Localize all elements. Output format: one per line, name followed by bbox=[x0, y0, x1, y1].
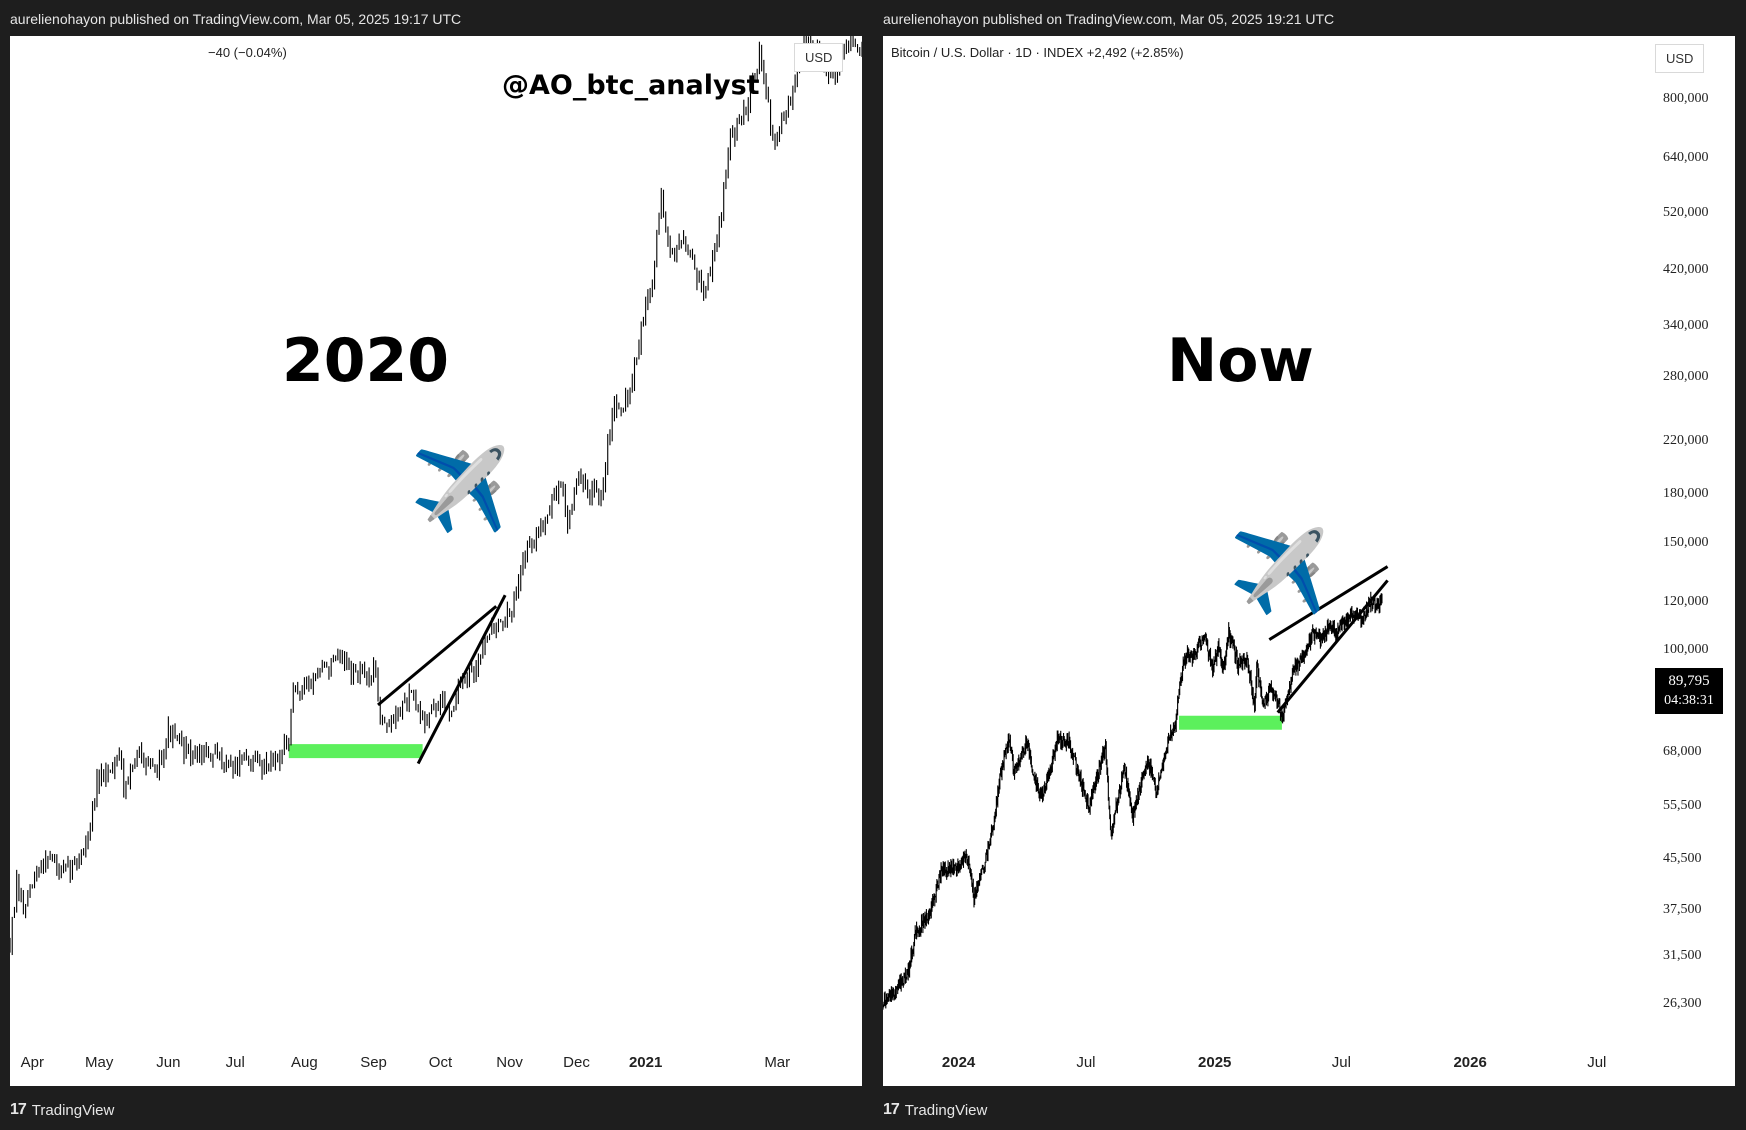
watermark-handle: @AO_btc_analyst bbox=[502, 70, 760, 101]
y-tick-label: 120,000 bbox=[1663, 593, 1709, 609]
y-tick-label: 280,000 bbox=[1663, 369, 1709, 385]
candles bbox=[883, 622, 1260, 1010]
y-tick-label: 68,000 bbox=[1663, 744, 1702, 760]
x-tick-label: Aug bbox=[291, 1054, 318, 1071]
last-price-value: 89,795 bbox=[1668, 673, 1710, 689]
x-tick-label: 2021 bbox=[628, 1054, 663, 1071]
tradingview-logo-icon: 17 bbox=[10, 1101, 27, 1118]
airplane-icon-right: ✈️ bbox=[1229, 527, 1329, 616]
currency-button-left[interactable]: USD bbox=[794, 43, 844, 72]
x-tick-label: Oct bbox=[428, 1054, 453, 1071]
y-tick-label: 37,500 bbox=[1663, 901, 1702, 917]
x-tick-label: Jul bbox=[1076, 1054, 1096, 1071]
right-publisher-text: aurelienohayon published on TradingView.… bbox=[883, 11, 1335, 27]
y-tick-label: 100,000 bbox=[1663, 642, 1709, 657]
support-zone bbox=[288, 744, 423, 759]
wedge-line-1 bbox=[1268, 565, 1389, 641]
x-tick-label: 2024 bbox=[941, 1054, 976, 1071]
wedge-line-2 bbox=[1276, 579, 1389, 714]
right-publisher-bar: aurelienohayon published on TradingView.… bbox=[883, 0, 1334, 36]
chart-panel-2020[interactable]: −40 (−0.04%) USD @AO_btc_analyst 2020 ✈️… bbox=[10, 36, 862, 1086]
x-tick-label: 2026 bbox=[1453, 1054, 1487, 1071]
period-label-2020: 2020 bbox=[282, 326, 449, 396]
y-tick-label: 31,500 bbox=[1663, 948, 1702, 964]
last-price-badge: 89,795 04:38:31 bbox=[1655, 668, 1723, 714]
x-tick-label: 2025 bbox=[1198, 1054, 1232, 1071]
footer-left: 17 TradingView bbox=[10, 1098, 114, 1122]
y-tick-label: 45,500 bbox=[1663, 850, 1702, 866]
legend-change-left: −40 (−0.04%) bbox=[208, 45, 287, 60]
y-tick-label: 340,000 bbox=[1663, 317, 1709, 333]
x-tick-label: May bbox=[85, 1054, 114, 1071]
chart-panel-now[interactable]: Bitcoin / U.S. Dollar · 1D · INDEX +2,49… bbox=[883, 36, 1735, 1086]
candle-countdown: 04:38:31 bbox=[1664, 693, 1714, 708]
x-tick-label: Jul bbox=[1587, 1054, 1607, 1071]
y-tick-label: 180,000 bbox=[1663, 486, 1709, 502]
x-tick-label: Jun bbox=[156, 1054, 181, 1071]
chart-svg-now[interactable] bbox=[883, 36, 1735, 1086]
period-label-now: Now bbox=[1167, 326, 1314, 396]
y-tick-label: 220,000 bbox=[1663, 433, 1709, 449]
wedge-line-2 bbox=[416, 594, 507, 765]
y-tick-label: 420,000 bbox=[1663, 261, 1709, 277]
support-zone bbox=[1179, 715, 1282, 730]
x-tick-label: Mar bbox=[764, 1054, 791, 1071]
x-tick-label: Sep bbox=[360, 1054, 387, 1071]
wedge-line-1 bbox=[377, 605, 498, 707]
y-tick-label: 26,300 bbox=[1663, 996, 1702, 1011]
left-publisher-bar: aurelienohayon published on TradingView.… bbox=[10, 0, 461, 36]
left-publisher-text: aurelienohayon published on TradingView.… bbox=[10, 11, 462, 27]
y-tick-label: 520,000 bbox=[1663, 205, 1709, 221]
footer-right: 17 TradingView bbox=[883, 1098, 987, 1122]
footer-brand: TradingView bbox=[31, 1101, 115, 1119]
x-tick-label: Nov bbox=[496, 1054, 523, 1071]
x-tick-label: Jul bbox=[225, 1054, 245, 1071]
legend-symbol-right: Bitcoin / U.S. Dollar · 1D · INDEX +2,49… bbox=[891, 45, 1184, 60]
x-tick-label: Apr bbox=[20, 1054, 44, 1071]
y-tick-label: 150,000 bbox=[1663, 534, 1709, 550]
footer-brand: TradingView bbox=[904, 1101, 988, 1119]
currency-button-right[interactable]: USD bbox=[1655, 44, 1705, 73]
x-tick-label: Jul bbox=[1331, 1054, 1351, 1071]
candles bbox=[10, 36, 862, 956]
y-tick-label: 640,000 bbox=[1663, 149, 1709, 165]
y-tick-label: 55,500 bbox=[1663, 798, 1702, 814]
x-tick-label: Dec bbox=[563, 1054, 590, 1071]
airplane-icon-left: ✈️ bbox=[410, 445, 510, 534]
chart-svg-2020[interactable] bbox=[10, 36, 862, 1086]
y-tick-label: 800,000 bbox=[1663, 90, 1709, 106]
tradingview-logo-icon: 17 bbox=[883, 1101, 900, 1118]
